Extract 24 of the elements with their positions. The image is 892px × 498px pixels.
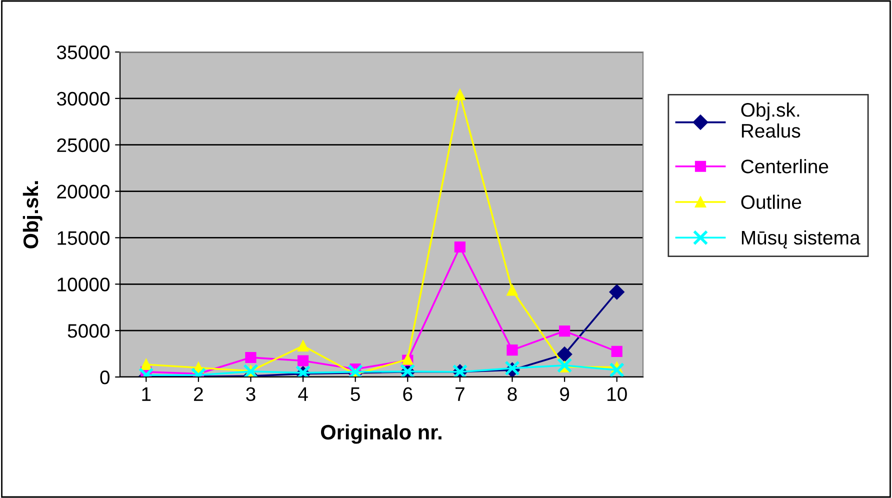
y-tick-label: 10000 [58,278,110,292]
y-tick-label: 25000 [57,138,110,152]
x-tick-label: 3 [246,387,256,402]
x-tick-label: 6 [403,387,412,402]
x-tick-label: 8 [508,387,517,402]
legend-label: Obj.sk. Realus [741,102,800,138]
x-axis-title: Originalo nr. [321,424,442,444]
legend-label: Mūsų sistema [742,230,860,248]
y-tick-label: 15000 [58,231,110,245]
x-tick-label: 5 [350,387,360,402]
x-tick-label: 7 [456,387,464,401]
legend-label: Centerline [741,159,828,174]
x-tick-label: 2 [194,387,203,401]
y-tick-label: 0 [100,370,110,384]
x-tick-label: 9 [560,387,570,402]
legend-label: Outline [741,194,802,209]
x-tick-label: 4 [298,387,308,401]
x-tick-label: 1 [142,387,151,401]
y-tick-label: 5000 [68,324,110,338]
y-tick-label: 30000 [56,92,110,106]
y-tick-label: 35000 [56,45,110,60]
x-tick-label: 10 [608,387,627,402]
y-tick-label: 20000 [57,184,110,199]
y-axis-title: Obj.sk. [22,181,42,248]
